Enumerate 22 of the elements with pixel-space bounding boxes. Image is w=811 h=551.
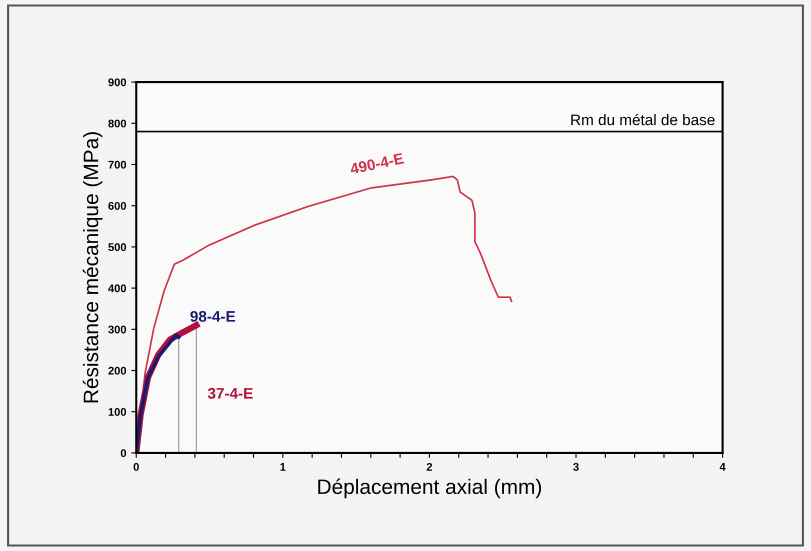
x-tick-label: 1 — [280, 463, 286, 471]
y-tick-label: 700 — [108, 160, 126, 169]
y-tick-label: 500 — [108, 243, 126, 252]
y-tick-label: 200 — [108, 366, 126, 375]
x-tick-label: 2 — [426, 462, 432, 471]
y-tick-label: 900 — [108, 78, 126, 86]
y-axis-title: Résistance mécanique (MPa) — [82, 132, 102, 402]
x-axis-title: Déplacement axial (mm) — [318, 478, 542, 498]
y-tick-label: 300 — [108, 326, 126, 334]
text: 37-4-E — [208, 388, 253, 399]
y-tick-label: 0 — [120, 449, 126, 458]
y-tick-label: 400 — [108, 284, 126, 292]
x-tick-label: 0 — [134, 462, 139, 471]
y-tick-label: 600 — [108, 202, 126, 210]
text: 490-4-E — [349, 152, 404, 174]
ref-line-label: Rm du métal de base — [571, 114, 715, 126]
line-series — [136, 333, 180, 453]
series-label: 98-4-E — [190, 310, 236, 322]
y-tick-label: 100 — [108, 408, 126, 416]
x-tick-label: 4 — [720, 463, 726, 471]
x-tick-label: 3 — [573, 462, 579, 471]
y-tick-label: 800 — [108, 120, 126, 128]
